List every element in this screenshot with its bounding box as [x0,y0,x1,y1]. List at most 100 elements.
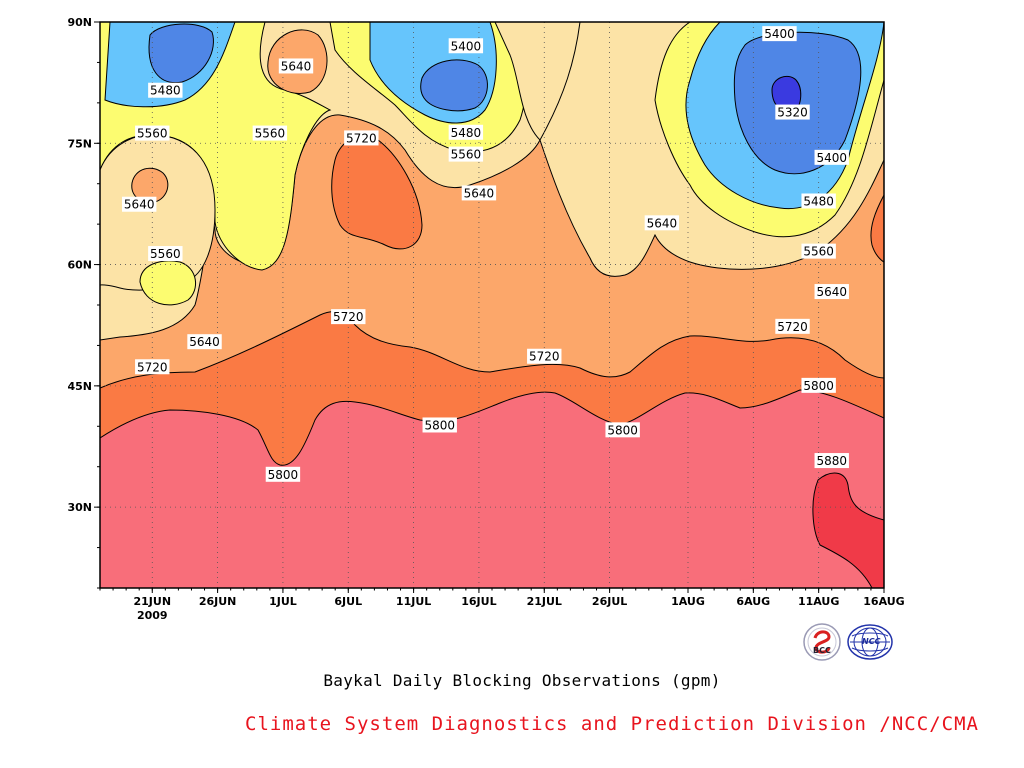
bcc-logo: BCC [802,622,842,662]
contour-label: 5640 [814,284,849,300]
contour-label-bg [344,130,379,146]
contour-label-bg [331,309,366,325]
x-tick-label: 6AUG [736,595,770,608]
contour-label-text: 5560 [137,127,168,141]
credit-line: Climate System Diagnostics and Predictio… [245,713,979,735]
contour-label-text: 5560 [451,148,482,162]
contour-label: 5720 [344,130,379,146]
contour-label-bg [801,243,836,259]
contour-label-bg [187,334,222,350]
contour-label: 5800 [605,422,640,438]
x-tick-label: 11JUL [396,595,431,608]
contour-label-bg [814,284,849,300]
contour-label: 5480 [448,124,484,140]
band-5800-5880 [100,389,884,588]
contour-label-text: 5400 [764,27,795,41]
contour-label-text: 5640 [189,335,220,349]
contour-label-bg [801,193,836,209]
contour-label: 5800 [801,377,836,393]
contour-label-text: 5800 [424,418,455,432]
y-tick-label: 30N [67,501,92,514]
contour-label: 5640 [278,58,314,74]
contour-label: 5560 [252,125,288,141]
ncc-logo-text: NCC [862,637,881,646]
contour-label-text: 5800 [268,468,299,482]
contour-label-text: 5560 [150,247,181,261]
contour-label: 5640 [461,185,497,201]
contour-label-bg [814,149,849,165]
x-tick-label: 16JUL [461,595,496,608]
contour-label-text: 5480 [150,84,181,98]
contour-label-bg [448,146,484,162]
contour-label: 5480 [801,193,836,209]
band-5560-5640-mid [494,22,581,141]
contour-label: 5560 [448,146,484,162]
contour-label-text: 5640 [816,285,847,299]
band-5320-5400-mid [420,59,488,112]
contour-label-text: 5400 [451,39,482,53]
contour-label-bg [148,82,183,98]
y-tick-label: 75N [67,137,92,150]
band-5720-5800-right-edge [870,194,884,263]
contour-label-text: 5800 [803,379,834,393]
y-tick-label: 45N [67,380,92,393]
x-tick-label: 21JUL [527,595,562,608]
contour-label-bg [135,125,170,141]
bcc-logo-text: BCC [813,646,831,655]
contour-label: 5400 [762,26,797,42]
contour-label-text: 5720 [333,310,364,324]
contour-label-bg [448,38,484,54]
contour-label-text: 5720 [777,320,808,334]
contour-label-text: 5720 [529,350,560,364]
contour-label-bg [461,185,497,201]
contour-label-text: 5320 [777,106,808,120]
contour-label: 5640 [644,215,680,231]
contour-label-text: 5480 [451,126,482,140]
contour-label: 5560 [801,243,836,259]
contour-label-text: 5720 [346,131,377,145]
contour-label-bg [775,104,810,120]
contour-label: 5400 [448,38,484,54]
contour-label: 5560 [148,246,183,262]
contour-label: 5560 [135,125,170,141]
contour-label: 5800 [422,417,457,433]
contour-label-text: 5720 [137,360,168,374]
contour-labels: 5480 5560 5640 5560 5640 5720 5640 5560 5720 5720… [122,26,849,482]
x-tick-label: 1AUG [671,595,705,608]
contour-label: 5720 [775,318,810,334]
x-tick-label: 26JUL [592,595,627,608]
contour-label-text: 5400 [816,151,847,165]
band-5480-5560-pocket [139,260,196,306]
contour-label-bg [814,453,849,469]
contour-label: 5400 [814,149,849,165]
x-tick-label: 1JUL [269,595,297,608]
x-tick-sublabel: 2009 [137,609,168,622]
grid [100,22,884,588]
contour-label-bg [644,215,680,231]
plot-area [100,22,884,588]
contour-label-bg [801,377,836,393]
contour-label: 5800 [265,466,301,482]
contour-label-text: 5800 [607,423,638,437]
contour-label: 5320 [775,104,810,120]
band-above-5880 [812,472,884,588]
contour-label: 5720 [331,309,366,325]
contour-label-text: 5560 [803,245,834,259]
contour-label-text: 5640 [124,198,155,212]
x-tick-label: 11AUG [798,595,839,608]
contour-label-bg [762,26,797,42]
x-tick-label: 16AUG [863,595,904,608]
contour-label: 5720 [527,348,562,364]
contour-label-text: 5640 [464,186,495,200]
y-tick-label: 90N [67,16,92,29]
contour-label-bg [775,318,810,334]
contour-label-text: 5560 [255,127,286,141]
x-tick-label: 6JUL [334,595,362,608]
band-5320-5400-left [148,23,214,84]
contour-label-bg [278,58,314,74]
contour-label-text: 5880 [816,454,847,468]
contour-label-bg [448,124,484,140]
contour-label-bg [527,348,562,364]
